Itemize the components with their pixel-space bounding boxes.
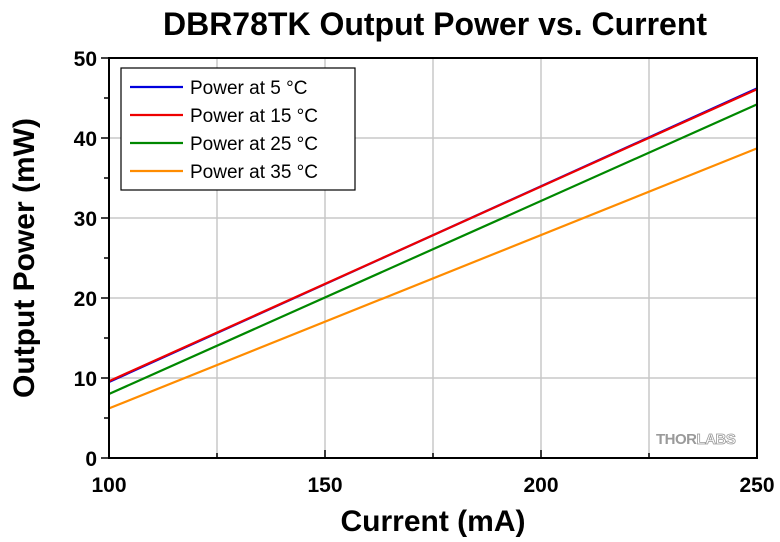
y-tick-label: 50 [74,48,97,71]
y-tick-label: 10 [74,368,97,391]
watermark-thor: THOR [656,431,697,448]
thorlabs-watermark: THORLABS [656,431,737,449]
legend-box [120,67,356,191]
legend-entry: Power at 15 °C [190,106,318,127]
y-tick-label: 0 [85,448,97,471]
svg-text:THORLABS: THORLABS [656,431,736,448]
axis-ticks: 100 150 200 250 0 10 20 30 40 50 [74,48,775,497]
y-tick-label: 20 [74,288,97,311]
series-line [108,103,758,396]
watermark-labs: LABS [697,431,736,448]
legend-entry: Power at 5 °C [190,78,307,99]
x-tick-label: 150 [307,474,342,497]
series-lines [108,87,758,410]
y-tick-label: 40 [74,128,97,151]
series-line [108,147,758,410]
x-tick-label: 100 [91,474,126,497]
x-tick-label: 250 [739,474,774,497]
x-tick-label: 200 [523,474,558,497]
series-line [108,88,758,383]
y-axis-label: Output Power (mW) [8,118,41,398]
x-axis-label: Current (mA) [341,505,526,538]
legend-entry: Power at 35 °C [190,162,318,183]
chart-title: DBR78TK Output Power vs. Current [163,6,707,42]
legend: Power at 5 °C Power at 15 °C Power at 25 °… [120,67,356,191]
legend-entry: Power at 25 °C [190,134,318,155]
y-tick-label: 30 [74,208,97,231]
